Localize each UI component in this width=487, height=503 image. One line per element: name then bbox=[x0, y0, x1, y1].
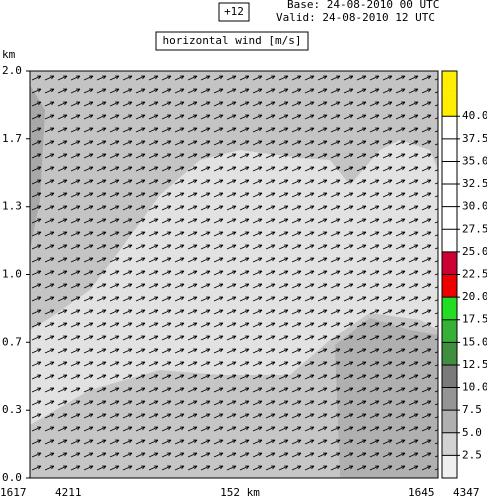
colorbar-label: 12.5 bbox=[462, 358, 487, 371]
colorbar-label: 40.0 bbox=[462, 109, 487, 122]
plot-area bbox=[29, 70, 439, 479]
colorbar-band bbox=[442, 251, 457, 275]
colorbar-band bbox=[442, 432, 457, 456]
colorbar-label: 5.0 bbox=[462, 426, 482, 439]
y-axis-label: km bbox=[2, 48, 16, 61]
colorbar-band bbox=[442, 138, 457, 162]
chart-title: horizontal wind [m/s] bbox=[162, 34, 301, 47]
colorbar-label: 30.0 bbox=[462, 200, 487, 213]
colorbar-label: 32.5 bbox=[462, 177, 487, 190]
x-label: 152 km bbox=[220, 486, 260, 499]
title-box bbox=[155, 31, 309, 51]
lead-box bbox=[218, 2, 250, 22]
colorbar-band bbox=[442, 319, 457, 343]
colorbar-label: 7.5 bbox=[462, 403, 482, 416]
colorbar-label: 17.5 bbox=[462, 313, 487, 326]
colorbar-band bbox=[442, 161, 457, 185]
y-tick-label: 1.0 bbox=[2, 268, 22, 281]
colorbar-band bbox=[442, 364, 457, 388]
colorbar-band bbox=[442, 455, 457, 478]
colorbar-band bbox=[442, 206, 457, 230]
colorbar-label: 22.5 bbox=[462, 268, 487, 281]
colorbar-band bbox=[442, 116, 457, 139]
wind-arrows bbox=[30, 71, 438, 478]
base-time: Base: 24-08-2010 00 UTC bbox=[287, 0, 439, 11]
colorbar-band bbox=[442, 71, 457, 94]
colorbar-band bbox=[442, 184, 457, 207]
y-tick-label: 2.0 bbox=[2, 64, 22, 77]
colorbar-label: 35.0 bbox=[462, 154, 487, 167]
colorbar-band bbox=[442, 297, 457, 320]
valid-time: Valid: 24-08-2010 12 UTC bbox=[276, 11, 435, 24]
colorbar-label: 27.5 bbox=[462, 222, 487, 235]
y-tick-label: 0.0 bbox=[2, 471, 22, 484]
y-tick-label: 0.3 bbox=[2, 403, 22, 416]
colorbar-band bbox=[442, 274, 457, 298]
colorbar-label: 20.0 bbox=[462, 290, 487, 303]
colorbar-label: 15.0 bbox=[462, 335, 487, 348]
colorbar-band bbox=[442, 229, 457, 252]
x-label: 4211 bbox=[55, 486, 82, 499]
colorbar-label: 2.5 bbox=[462, 448, 482, 461]
colorbar-label: 25.0 bbox=[462, 245, 487, 258]
colorbar-band bbox=[442, 410, 457, 433]
x-label: 4347 bbox=[453, 486, 480, 499]
colorbar-label: 10.0 bbox=[462, 381, 487, 394]
colorbar-band bbox=[442, 93, 457, 117]
colorbar-label: 37.5 bbox=[462, 132, 487, 145]
colorbar-band bbox=[442, 387, 457, 411]
x-label: 1617 bbox=[0, 486, 27, 499]
y-tick-label: 1.3 bbox=[2, 200, 22, 213]
y-tick-label: 0.7 bbox=[2, 335, 22, 348]
lead-time: +12 bbox=[224, 5, 244, 18]
x-label: 1645 bbox=[408, 486, 435, 499]
colorbar-band bbox=[442, 342, 457, 365]
y-tick-label: 1.7 bbox=[2, 132, 22, 145]
